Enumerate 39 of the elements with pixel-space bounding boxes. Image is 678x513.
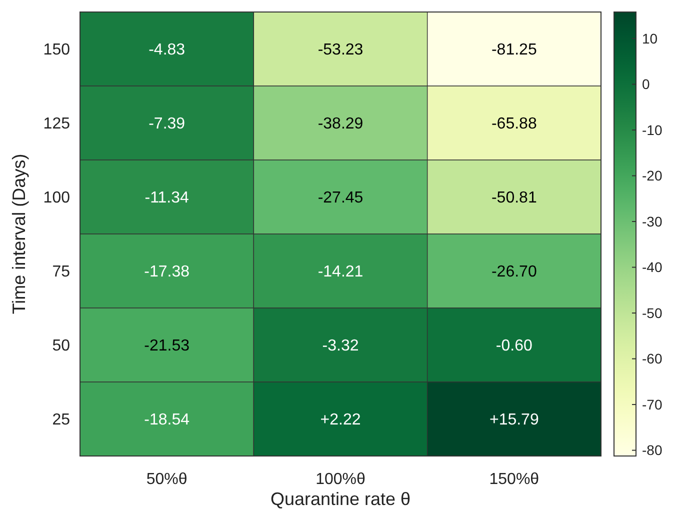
data-label: -81.25: [491, 42, 537, 59]
data-label: -11.34: [144, 190, 190, 207]
data-label: -21.53: [144, 338, 190, 355]
y-tick-label: 150: [43, 42, 70, 59]
y-tick-label: 100: [43, 190, 70, 207]
x-tick-label: 150%θ: [489, 471, 540, 488]
y-tick-label: 75: [52, 264, 70, 281]
data-label: -14.21: [318, 264, 364, 281]
data-label: -53.23: [318, 42, 364, 59]
data-label: -38.29: [318, 116, 364, 133]
y-tick-label: 125: [43, 116, 70, 133]
data-label: +15.79: [489, 412, 539, 429]
data-label: -17.38: [144, 264, 190, 281]
data-label: -27.45: [318, 190, 364, 207]
color-bar-label: 0: [642, 76, 650, 92]
data-label: -18.54: [144, 412, 190, 429]
color-bar-label: -60: [642, 350, 662, 367]
data-label: -26.70: [491, 264, 537, 281]
color-bar-label: -70: [642, 396, 662, 412]
x-axis-title: Quarantine rate θ: [270, 489, 411, 509]
data-label: -4.83: [148, 42, 186, 59]
y-axis-title: Time interval (Days): [9, 154, 29, 314]
data-label: +2.22: [320, 412, 361, 429]
color-bar-label: -20: [642, 168, 662, 184]
color-bar-label: -80: [642, 442, 662, 458]
data-label: -50.81: [491, 190, 537, 207]
color-bar-label: 10: [642, 30, 658, 46]
x-tick-label: 50%θ: [146, 471, 188, 488]
color-bar-label: -40: [642, 259, 662, 276]
color-bar-label: -50: [642, 304, 662, 321]
color-bar-label: -10: [642, 122, 662, 138]
x-tick-label: 100%θ: [316, 471, 366, 488]
data-label: -65.88: [491, 116, 537, 133]
data-label: -3.32: [322, 338, 359, 355]
color-bar-label: -30: [642, 213, 662, 230]
y-tick-label: 25: [52, 412, 70, 429]
data-label: -7.39: [148, 116, 186, 133]
y-tick-label: 50: [52, 338, 70, 355]
data-label: -0.60: [496, 338, 533, 355]
